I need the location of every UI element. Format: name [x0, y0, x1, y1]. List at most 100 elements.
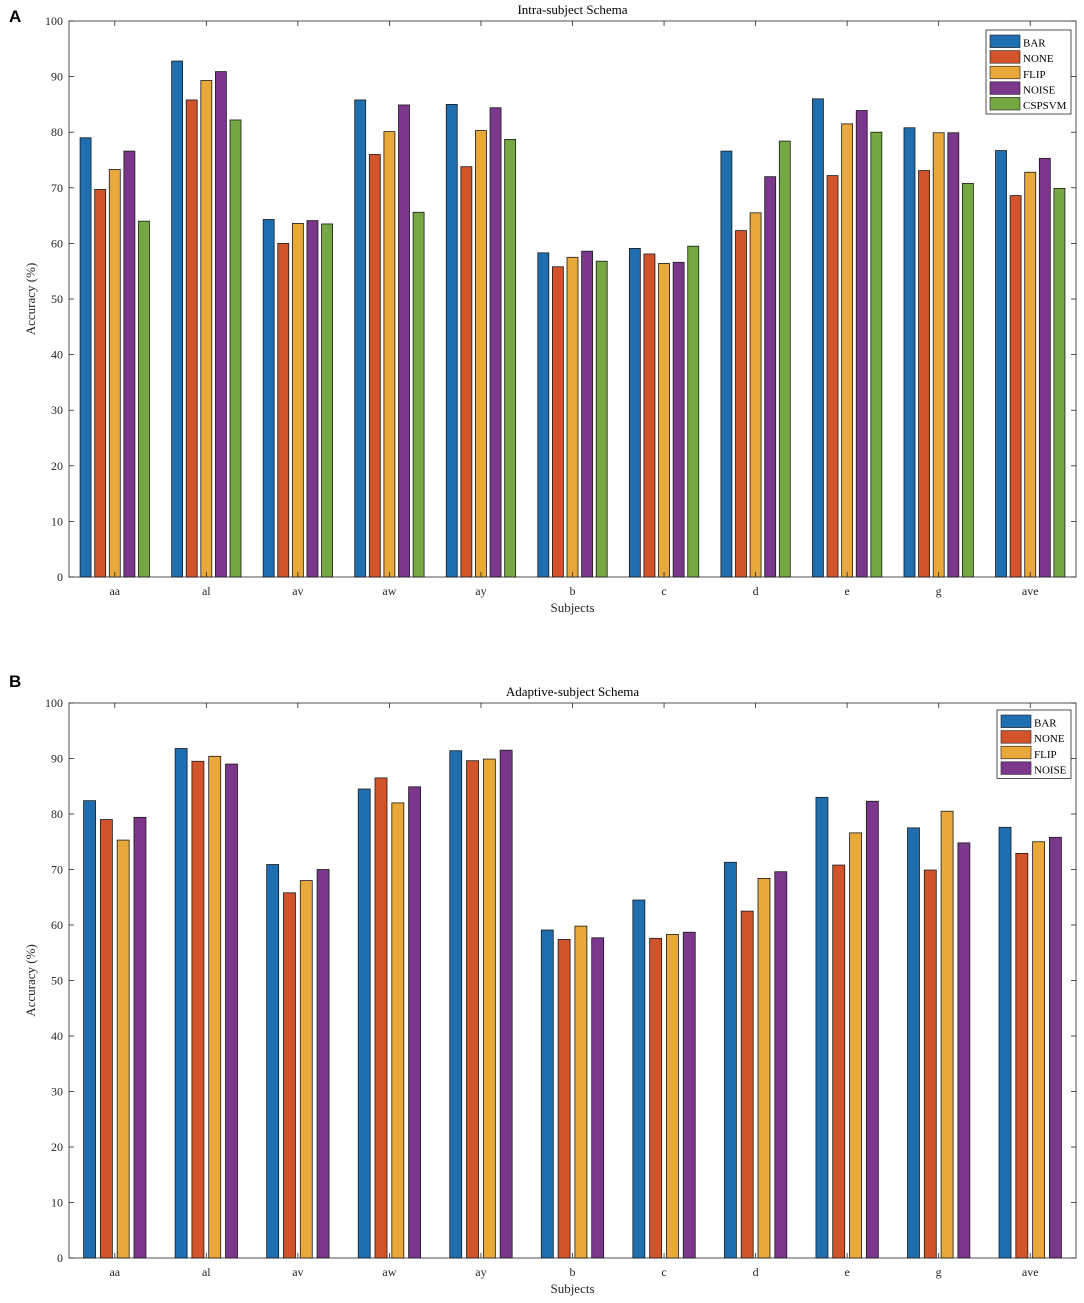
x-axis-title: Subjects	[550, 1281, 594, 1296]
y-tick-label: 80	[51, 807, 63, 821]
bar-bar-aw	[354, 99, 367, 578]
y-tick-label: 90	[51, 70, 63, 84]
bar-flip-av	[291, 222, 304, 578]
bar-noise-b	[581, 250, 593, 578]
bar-bar-c	[632, 899, 646, 1259]
bar-cspsvm-e	[870, 131, 883, 578]
bar-none-e	[832, 864, 846, 1259]
bar-bar-av	[266, 864, 280, 1259]
bar-none-aa	[99, 819, 113, 1259]
bar-flip-e	[849, 832, 862, 1259]
y-tick-label: 60	[51, 236, 63, 250]
y-tick-label: 10	[51, 1196, 63, 1210]
panel-label-a: A	[9, 7, 22, 26]
bar-none-aa	[94, 189, 107, 578]
bar-bar-ay	[445, 104, 458, 578]
bar-bar-aa	[79, 137, 92, 578]
bar-flip-al	[208, 755, 222, 1259]
bar-none-b	[557, 939, 571, 1259]
y-tick-label: 20	[51, 1140, 63, 1154]
y-axis-title: Accuracy (%)	[23, 944, 38, 1017]
bar-flip-g	[932, 132, 945, 578]
bar-bar-c	[628, 248, 641, 578]
bar-none-aw	[368, 154, 381, 578]
x-tick-label: al	[202, 584, 211, 598]
bar-cspsvm-ay	[504, 139, 517, 578]
bar-noise-d	[774, 871, 788, 1259]
chart-panel-b: Adaptive-subject Schema 0 10 20 30 40 50 60 70 80…	[23, 684, 1077, 1296]
bar-flip-d	[749, 212, 762, 578]
legend-swatch-none	[989, 50, 1021, 64]
bar-cspsvm-b	[595, 260, 608, 578]
bar-bar-d	[723, 861, 737, 1259]
chart-title: Intra-subject Schema	[517, 2, 627, 17]
bar-noise-ay	[489, 107, 502, 578]
bar-flip-ave	[1032, 841, 1046, 1259]
bar-none-g	[923, 869, 937, 1259]
bar-noise-aa	[123, 150, 136, 578]
legend-label-noise: NOISE	[1023, 84, 1056, 96]
bar-bar-al	[171, 60, 184, 578]
bar-none-av	[283, 892, 296, 1259]
bar-noise-al	[215, 71, 227, 578]
legend-label-noise: NOISE	[1034, 764, 1067, 776]
chart-panel-a: Intra-subject Schema 0 10 20 30 40 50 60 70 80 90 1…	[23, 2, 1077, 615]
bar-noise-g	[957, 842, 971, 1259]
y-tick-label: 0	[57, 570, 63, 584]
x-tick-label: aa	[109, 584, 120, 598]
y-axis-title: Accuracy (%)	[23, 263, 38, 336]
y-tick-label: 100	[45, 14, 63, 28]
y-tick-label: 70	[51, 181, 63, 195]
bar-none-ave	[1009, 195, 1022, 578]
bar-bar-g	[903, 127, 916, 578]
legend-swatch-flip	[989, 65, 1021, 80]
y-tick-label: 0	[57, 1251, 63, 1265]
legend-label-none: NONE	[1023, 53, 1054, 65]
x-tick-label: b	[570, 584, 576, 598]
bar-bar-e	[812, 98, 824, 578]
legend-label-none: NONE	[1034, 733, 1065, 745]
bar-flip-aw	[383, 131, 396, 578]
bar-noise-e	[865, 800, 879, 1259]
x-tick-label: al	[202, 1265, 211, 1279]
bar-flip-ay	[475, 130, 487, 578]
x-tick-label: ave	[1022, 584, 1039, 598]
bar-none-c	[649, 937, 663, 1259]
y-tick-label: 20	[51, 459, 63, 473]
legend-swatch-bar	[1000, 714, 1032, 728]
legend-label-flip: FLIP	[1034, 749, 1057, 761]
y-tick-label: 50	[51, 974, 63, 988]
bar-none-c	[643, 253, 656, 578]
bar-noise-e	[855, 110, 868, 578]
bar-flip-c	[666, 934, 679, 1259]
bar-noise-c	[682, 931, 696, 1259]
bar-noise-c	[672, 261, 685, 578]
bar-cspsvm-al	[229, 119, 242, 578]
x-tick-label: aa	[109, 1265, 120, 1279]
bar-noise-g	[947, 132, 960, 578]
bar-noise-aw	[408, 786, 422, 1259]
bar-none-al	[185, 99, 198, 578]
legend-swatch-bar	[989, 34, 1021, 48]
legend-swatch-noise	[989, 81, 1021, 95]
x-tick-label: b	[570, 1265, 576, 1279]
bar-flip-aa	[108, 169, 121, 578]
bar-noise-d	[764, 176, 777, 578]
x-tick-label: aw	[382, 1265, 396, 1279]
y-tick-label: 60	[51, 918, 63, 932]
bar-bar-g	[907, 827, 920, 1259]
legend-label-flip: FLIP	[1023, 69, 1046, 81]
x-tick-label: ay	[475, 1265, 486, 1279]
bar-none-g	[918, 170, 930, 578]
x-tick-label: d	[753, 584, 759, 598]
bar-cspsvm-d	[778, 140, 791, 578]
bar-none-ay	[460, 166, 473, 578]
x-tick-label: av	[292, 584, 303, 598]
x-tick-label: ave	[1022, 1265, 1039, 1279]
bar-noise-aa	[133, 816, 147, 1259]
bar-none-al	[191, 760, 205, 1259]
bar-flip-av	[299, 880, 313, 1259]
x-tick-label: d	[753, 1265, 759, 1279]
bar-flip-c	[658, 263, 670, 578]
bar-cspsvm-g	[961, 182, 974, 578]
